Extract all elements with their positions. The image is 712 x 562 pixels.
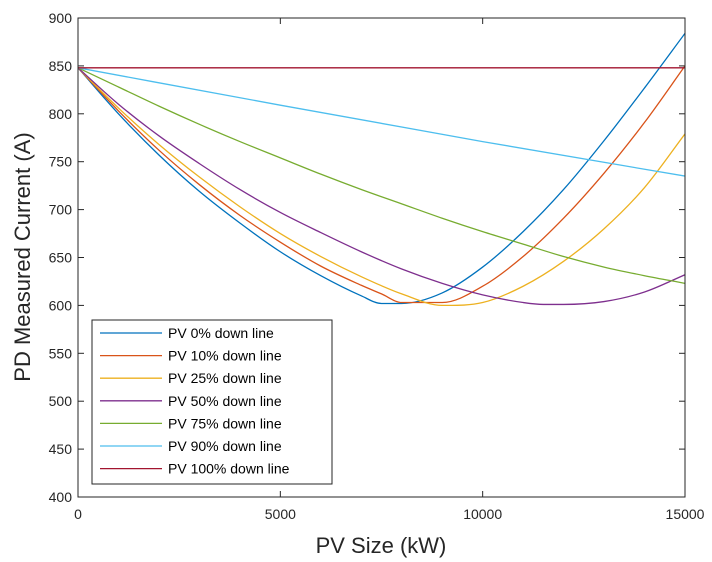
y-tick-label: 900: [49, 10, 73, 26]
x-tick-label: 15000: [666, 506, 705, 522]
legend-label-7: PV 100% down line: [168, 461, 290, 477]
legend-box: [91, 319, 333, 485]
x-tick-label: 5000: [265, 506, 296, 522]
series-line-5: [78, 67, 685, 285]
legend-label-4: PV 50% down line: [168, 393, 282, 409]
legend-label-3: PV 25% down line: [168, 370, 282, 386]
legend-label-6: PV 90% down line: [168, 438, 282, 454]
series-layer: [78, 32, 685, 307]
series-line-3: [78, 67, 685, 307]
y-axis-title: PD Measured Current (A): [10, 132, 35, 381]
y-tick-label: 700: [49, 202, 73, 218]
series-line-2: [78, 65, 685, 304]
series-line-6: [78, 67, 685, 177]
legend: PV 0% down line PV 10% down line PV 25% do…: [91, 319, 333, 485]
y-tick-label: 550: [49, 345, 73, 361]
plot-frame: [77, 17, 686, 498]
y-tick-label: 400: [49, 489, 73, 505]
y-tick-label: 750: [49, 154, 73, 170]
x-tick-label: 0: [74, 506, 82, 522]
series-line-1: [78, 32, 685, 305]
tick-layer: 0 5000 10000 15000 400 450 500 550 600 650 700 750 8…: [49, 10, 705, 522]
y-tick-label: 450: [49, 441, 73, 457]
x-axis-title: PV Size (kW): [316, 533, 447, 558]
y-tick-label: 650: [49, 250, 73, 266]
x-tick-label: 10000: [463, 506, 502, 522]
y-tick-label: 500: [49, 393, 73, 409]
legend-label-2: PV 10% down line: [168, 348, 282, 364]
legend-label-5: PV 75% down line: [168, 415, 282, 431]
series-line-4: [78, 67, 685, 306]
y-tick-label: 600: [49, 297, 73, 313]
y-tick-label: 850: [49, 58, 73, 74]
y-tick-label: 800: [49, 106, 73, 122]
legend-label-1: PV 0% down line: [168, 325, 274, 341]
